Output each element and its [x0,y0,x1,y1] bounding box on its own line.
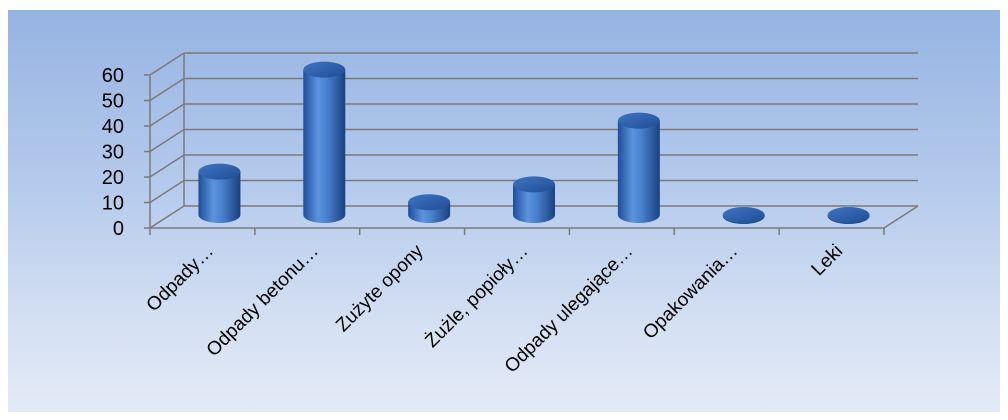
axes [144,53,919,235]
bars [198,61,870,224]
bar [722,207,765,224]
x-category-label: Leki [808,241,847,280]
y-tick-label: 10 [102,193,124,215]
x-category-label: Zużyte opony [332,240,428,336]
x-category-label: Odpady betonu… [203,241,323,361]
y-tick-label: 30 [102,142,124,164]
x-axis-category-labels: Odpady…Odpady betonu… Zużyte oponyŻużle, … [143,240,847,377]
y-tick-label: 60 [102,65,124,87]
y-tick-label: 40 [102,116,124,138]
side-wall-gridline [149,77,185,102]
side-wall-gridline [149,103,185,127]
y-tick-label: 20 [102,167,124,189]
y-axis-tick-labels: 0 10 20 30 40 50 60 [102,65,124,240]
x-category-label: Opakowania… [639,241,742,344]
y-tick-label: 50 [102,91,124,113]
x-category-label: Żużle, popioły… [421,241,532,352]
bar [827,207,870,224]
bar [198,163,241,223]
floor-right-edge [883,205,919,229]
side-wall-gridline [149,154,185,178]
side-wall-gridline [149,128,185,153]
bar [513,176,555,223]
side-wall-gridline [149,179,185,204]
side-wall-gridline [149,205,185,229]
bar [303,61,346,224]
side-wall-gridline [149,52,185,76]
bar [617,112,660,223]
x-category-label: Odpady… [143,241,218,316]
y-tick-label: 0 [113,218,124,240]
bar [408,194,451,223]
